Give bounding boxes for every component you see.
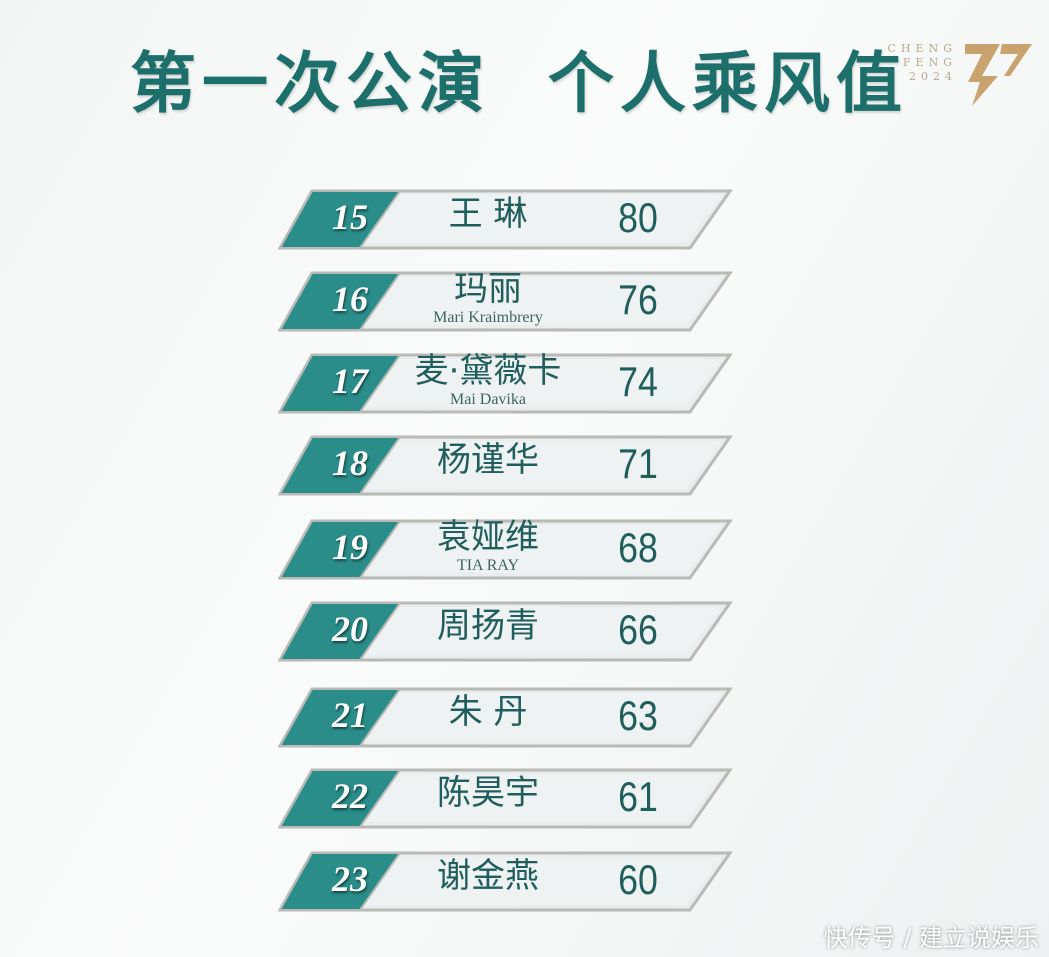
- contestant-name: 谢金燕: [437, 856, 539, 896]
- rank-number: 16: [332, 279, 368, 319]
- rank-number: 15: [332, 197, 368, 237]
- contestant-name: 周扬青: [437, 606, 539, 646]
- score-value: 60: [618, 856, 658, 903]
- row-banner: [278, 519, 733, 580]
- ranking-row: 23 谢金燕 60: [278, 850, 733, 912]
- ranking-row: 17 麦·黛薇卡 Mai Davika 74: [278, 352, 733, 414]
- contestant-name: 袁娅维: [437, 517, 539, 557]
- contestant-name: 朱 丹: [448, 692, 528, 732]
- score-value: 63: [618, 692, 658, 739]
- row-banner: [278, 851, 733, 912]
- contestant-name: 杨谨华: [437, 440, 539, 480]
- contestant-english-name: Mai Davika: [450, 391, 526, 408]
- score-value: 61: [618, 773, 658, 820]
- watermark: 快传号 / 建立说娱乐: [823, 924, 1039, 952]
- logo-text: CHENG FENG 2024: [882, 42, 957, 84]
- rank-number: 21: [332, 695, 368, 735]
- row-banner: [278, 271, 733, 332]
- score-value: 74: [618, 358, 658, 405]
- page-title: 第一次公演 个人乘风值: [130, 45, 908, 122]
- row-banner: [278, 353, 733, 414]
- score-value: 80: [618, 194, 658, 241]
- contestant-name: 麦·黛薇卡: [414, 351, 562, 391]
- rank-number: 20: [332, 609, 368, 649]
- ranking-row: 19 袁娅维 TIA RAY 68: [278, 518, 733, 580]
- contestant-name: 王 琳: [448, 194, 528, 234]
- contestant-name: 陈昊宇: [437, 773, 539, 813]
- contestant-name: 玛丽: [454, 269, 522, 309]
- ranking-row: 15 王 琳 80: [278, 188, 733, 250]
- logo-line: 2024: [909, 70, 957, 83]
- score-value: 71: [618, 440, 658, 487]
- logo-icon: [965, 44, 1032, 106]
- row-banner: [278, 768, 733, 829]
- ranking-row: 18 杨谨华 71: [278, 434, 733, 496]
- row-banner: [278, 601, 733, 662]
- rank-number: 19: [332, 527, 368, 567]
- contestant-english-name: TIA RAY: [456, 557, 520, 574]
- logo-line: CHENG: [887, 42, 957, 55]
- ranking-row: 22 陈昊宇 61: [278, 767, 733, 829]
- row-banner: [278, 435, 733, 496]
- row-banner: [278, 189, 733, 250]
- row-banner: [278, 687, 733, 748]
- score-value: 68: [618, 524, 658, 571]
- ranking-row: 21 朱 丹 63: [278, 686, 733, 748]
- ranking-row: 20 周扬青 66: [278, 600, 733, 662]
- rank-number: 17: [332, 361, 368, 401]
- contestant-english-name: Mari Kraimbrery: [433, 309, 543, 326]
- ranking-row: 16 玛丽 Mari Kraimbrery 76: [278, 270, 733, 332]
- logo-line: FENG: [902, 56, 957, 69]
- score-value: 76: [618, 276, 658, 323]
- rank-number: 18: [332, 443, 368, 483]
- score-value: 66: [618, 606, 658, 653]
- rank-number: 23: [332, 859, 368, 899]
- rank-number: 22: [332, 776, 368, 816]
